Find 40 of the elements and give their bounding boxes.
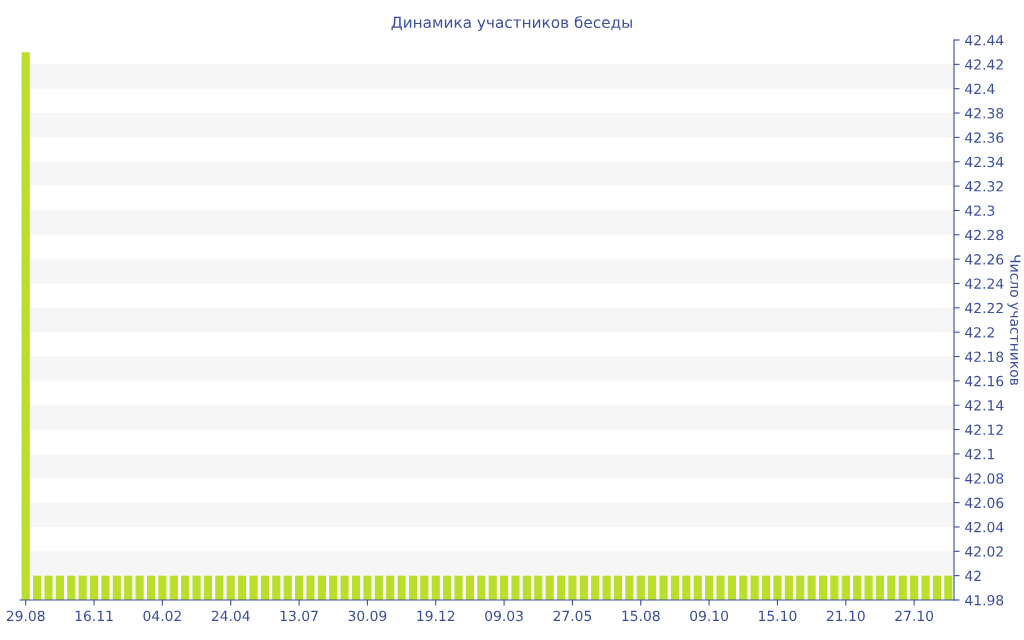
y-tick-label: 42.2	[965, 327, 994, 338]
x-tick-label: 09.03	[485, 610, 523, 622]
y-tick-label: 42.12	[965, 424, 1003, 435]
y-axis-title: Число участников	[1007, 255, 1021, 386]
y-tick-label: 42.06	[965, 497, 1004, 509]
x-tick-label: 04.02	[143, 610, 181, 622]
x-tick-label: 29.08	[6, 610, 45, 622]
y-tick-label: 42.42	[965, 59, 1003, 70]
x-tick-label: 13.07	[280, 610, 318, 622]
y-tick-label: 42.02	[965, 546, 1003, 557]
y-tick-label: 42.16	[965, 375, 1004, 387]
y-tick-label: 42.4	[965, 83, 995, 94]
y-tick-label: 42.18	[965, 351, 1004, 362]
x-tick-label: 21.10	[826, 610, 865, 622]
x-tick-label: 27.10	[895, 610, 934, 622]
x-tick-label: 09.10	[690, 610, 729, 622]
x-tick-label: 19.12	[417, 610, 455, 622]
y-tick-label: 42.36	[965, 132, 1004, 143]
y-tick-label: 42.1	[965, 448, 995, 460]
y-tick-label: 42.28	[965, 229, 1004, 241]
y-tick-label: 41.98	[965, 594, 1004, 606]
x-tick-label: 27.05	[553, 610, 592, 622]
y-tick-label: 42.34	[965, 156, 1004, 168]
y-tick-label: 42.08	[965, 473, 1004, 484]
y-tick-label: 42.44	[965, 34, 1004, 46]
chart-title: Динамика участников беседы	[391, 16, 632, 32]
y-tick-label: 42.32	[965, 181, 1003, 192]
y-tick-label: 42	[965, 570, 981, 581]
x-tick-label: 24.04	[211, 610, 250, 622]
x-tick-label: 16.11	[75, 610, 113, 622]
x-tick-label: 15.08	[622, 610, 660, 622]
x-tick-label: 30.09	[348, 610, 387, 622]
y-tick-label: 42.24	[965, 278, 1004, 289]
y-tick-label: 42.3	[965, 205, 995, 216]
y-tick-label: 42.14	[965, 400, 1004, 411]
y-tick-label: 42.04	[965, 521, 1004, 533]
y-tick-label: 42.26	[965, 254, 1004, 265]
y-tick-label: 42.22	[965, 302, 1003, 314]
x-tick-label: 15.10	[759, 610, 797, 622]
y-tick-label: 42.38	[965, 108, 1004, 119]
